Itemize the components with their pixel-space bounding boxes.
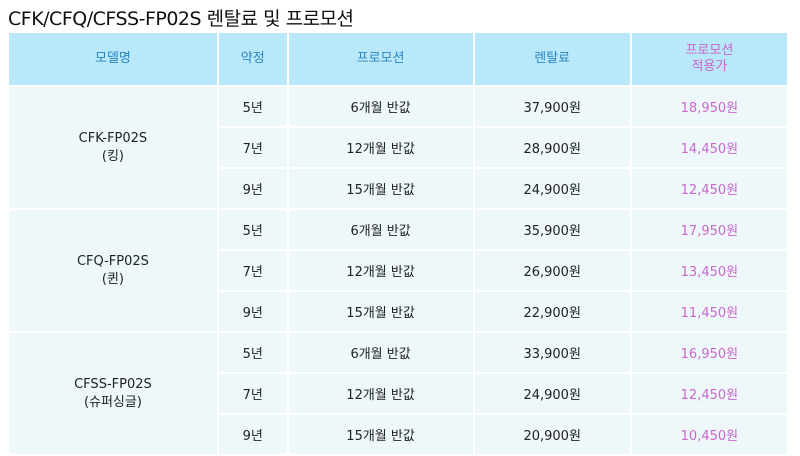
- promo-price-cell: 18,950원: [631, 87, 787, 126]
- page-title: CFK/CFQ/CFSS-FP02S 렌탈료 및 프로모션: [8, 8, 354, 30]
- model-size: (킹): [101, 148, 124, 164]
- promotion-cell: 15개월 반값: [288, 169, 473, 208]
- model-size: (퀸): [101, 271, 124, 287]
- promotion-cell: 6개월 반값: [288, 333, 473, 372]
- promotion-cell: 6개월 반값: [288, 210, 473, 249]
- promotion-cell: 15개월 반값: [288, 415, 473, 454]
- contract-cell: 5년: [218, 333, 287, 372]
- rental-cell: 35,900원: [474, 210, 630, 249]
- promotion-cell: 15개월 반값: [288, 292, 473, 331]
- promotion-cell: 12개월 반값: [288, 374, 473, 413]
- rental-cell: 28,900원: [474, 128, 630, 167]
- model-size: (슈퍼싱글): [83, 394, 142, 410]
- model-cell: CFQ-FP02S (퀸): [9, 210, 217, 331]
- rental-cell: 33,900원: [474, 333, 630, 372]
- header-contract: 약정: [218, 33, 287, 85]
- rental-table: 모델명 약정 프로모션 렌탈료 프로모션 적용가 CFK-FP02S (킹) 5년 6…: [7, 31, 789, 456]
- promo-price-cell: 11,450원: [631, 292, 787, 331]
- contract-cell: 5년: [218, 87, 287, 126]
- table-row: CFK-FP02S (킹) 5년 6개월 반값 37,900원 18,950원: [9, 87, 787, 208]
- contract-cell: 7년: [218, 128, 287, 167]
- rental-cell: 24,900원: [474, 374, 630, 413]
- contract-cell: 7년: [218, 251, 287, 290]
- header-promo-price-line1: 프로모션: [685, 43, 734, 58]
- promo-price-cell: 16,950원: [631, 333, 787, 372]
- contract-cell: 9년: [218, 415, 287, 454]
- rental-cell: 24,900원: [474, 169, 630, 208]
- rental-cell: 22,900원: [474, 292, 630, 331]
- promo-price-cell: 13,450원: [631, 251, 787, 290]
- model-name: CFK-FP02S: [78, 130, 148, 146]
- table-row: 7년 12개월 반값 24,900원 12,450원: [9, 374, 787, 413]
- contract-cell: 9년: [218, 292, 287, 331]
- table-row: 7년 12개월 반값 28,900원 14,450원: [9, 128, 787, 167]
- header-rental: 렌탈료: [474, 33, 630, 85]
- promo-price-cell: 12,450원: [631, 374, 787, 413]
- table-row: CFQ-FP02S (퀸) 5년 6개월 반값 35,900원 17,950원: [9, 210, 787, 331]
- model-name: CFSS-FP02S: [74, 376, 152, 392]
- promo-price-cell: 14,450원: [631, 128, 787, 167]
- header-promo-price-line2: 적용가: [691, 59, 728, 74]
- table-row: 9년 15개월 반값 24,900원 12,450원: [9, 169, 787, 208]
- rental-cell: 37,900원: [474, 87, 630, 126]
- rental-cell: 26,900원: [474, 251, 630, 290]
- contract-cell: 5년: [218, 210, 287, 249]
- model-cell: CFK-FP02S (킹): [9, 87, 217, 208]
- contract-cell: 9년: [218, 169, 287, 208]
- header-model: 모델명: [9, 33, 217, 85]
- header-promo-price: 프로모션 적용가: [631, 33, 787, 85]
- promo-price-cell: 17,950원: [631, 210, 787, 249]
- promo-price-cell: 12,450원: [631, 169, 787, 208]
- promotion-cell: 6개월 반값: [288, 87, 473, 126]
- promotion-cell: 12개월 반값: [288, 128, 473, 167]
- rental-cell: 20,900원: [474, 415, 630, 454]
- header-promotion: 프로모션: [288, 33, 473, 85]
- table-row: CFSS-FP02S (슈퍼싱글) 5년 6개월 반값 33,900원 16,950…: [9, 333, 787, 454]
- header-row: 모델명 약정 프로모션 렌탈료 프로모션 적용가: [9, 33, 787, 85]
- table-row: 9년 15개월 반값 22,900원 11,450원: [9, 292, 787, 331]
- promotion-cell: 12개월 반값: [288, 251, 473, 290]
- model-name: CFQ-FP02S: [76, 253, 149, 269]
- promo-price-cell: 10,450원: [631, 415, 787, 454]
- model-cell: CFSS-FP02S (슈퍼싱글): [9, 333, 217, 454]
- contract-cell: 7년: [218, 374, 287, 413]
- table-row: 7년 12개월 반값 26,900원 13,450원: [9, 251, 787, 290]
